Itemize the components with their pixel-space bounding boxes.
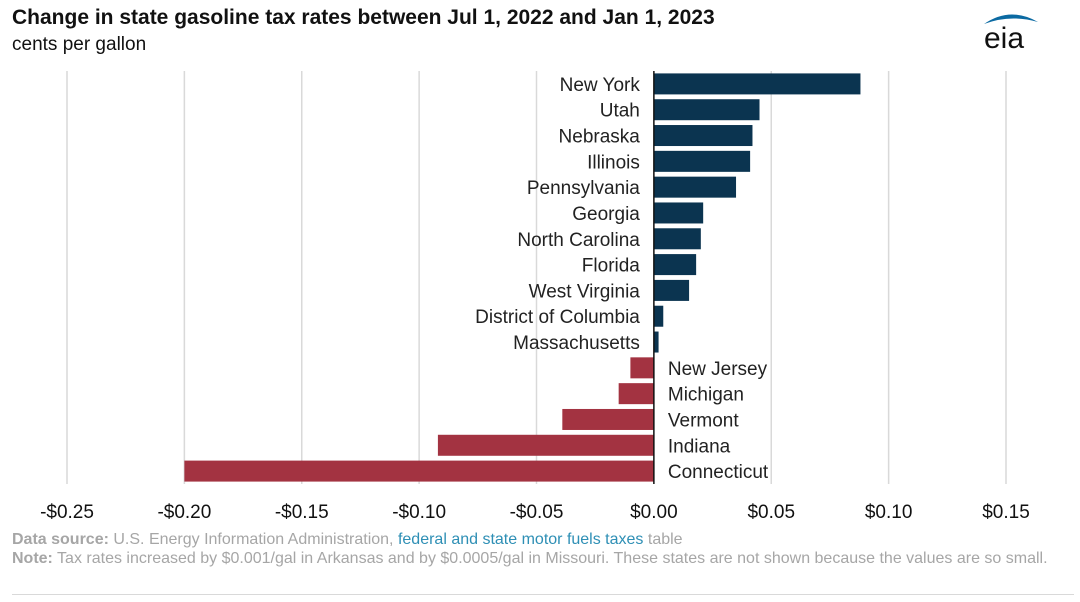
bar <box>653 176 737 198</box>
category-label: Connecticut <box>668 462 769 483</box>
logo-swoosh <box>984 14 1038 24</box>
x-tick-label: -$0.10 <box>392 502 446 523</box>
x-tick-label: $0.00 <box>630 502 678 523</box>
gridlines <box>66 71 1007 484</box>
data-source-line: Data source: U.S. Energy Information Adm… <box>12 530 1074 549</box>
note-text: Tax rates increased by $0.001/gal in Ark… <box>57 550 1048 567</box>
category-label: Illinois <box>587 152 640 173</box>
bar <box>653 99 760 121</box>
category-label: Michigan <box>668 385 744 406</box>
bar <box>653 150 751 172</box>
bar <box>653 73 861 95</box>
bars <box>184 73 861 482</box>
chart-footer: Data source: U.S. Energy Information Adm… <box>12 530 1074 568</box>
x-tick-label: -$0.25 <box>40 502 94 523</box>
bar <box>618 383 654 405</box>
bar <box>184 460 654 482</box>
x-tick-labels: -$0.25 -$0.20 -$0.15 -$0.10 -$0.05 $0.00 $0.05… <box>40 502 1030 523</box>
bar <box>562 408 654 430</box>
category-label: District of Columbia <box>475 307 640 328</box>
bar <box>630 357 654 379</box>
x-tick-label: $0.15 <box>982 502 1030 523</box>
bar <box>653 254 697 276</box>
chart-title: Change in state gasoline tax rates betwe… <box>12 6 715 29</box>
bar <box>653 202 704 224</box>
source-text: U.S. Energy Information Administration, <box>113 531 394 548</box>
x-tick-label: -$0.15 <box>275 502 329 523</box>
eia-logo: eia <box>984 14 1038 55</box>
bar <box>653 125 753 147</box>
category-label: Nebraska <box>559 127 641 148</box>
note-label: Note: <box>12 550 53 567</box>
category-label: Indiana <box>668 436 731 457</box>
x-tick-label: $0.10 <box>865 502 913 523</box>
category-label: Florida <box>582 256 641 277</box>
category-label: Georgia <box>572 204 640 225</box>
category-labels: New York Utah Nebraska Illinois Pennsylvania… <box>475 75 769 483</box>
source-link[interactable]: federal and state motor fuels taxes <box>397 531 644 548</box>
category-label: New Jersey <box>668 359 768 380</box>
category-label: Massachusetts <box>513 333 640 354</box>
logo-text: eia <box>984 22 1024 55</box>
x-tick-label: -$0.05 <box>510 502 564 523</box>
category-label: Utah <box>600 101 640 122</box>
bar <box>653 331 659 353</box>
note-line: Note: Tax rates increased by $0.001/gal … <box>12 549 1074 568</box>
category-label: Pennsylvania <box>527 178 640 199</box>
category-label: Vermont <box>668 410 739 431</box>
x-tick-label: $0.05 <box>747 502 795 523</box>
source-label: Data source: <box>12 531 109 548</box>
bar <box>437 434 654 456</box>
x-tick-label: -$0.20 <box>157 502 211 523</box>
category-label: North Carolina <box>517 230 640 251</box>
bar <box>653 305 664 327</box>
category-label: New York <box>560 75 641 96</box>
source-text-end: table <box>647 531 683 548</box>
footer-divider <box>12 594 1074 595</box>
bar <box>653 228 701 250</box>
bar <box>653 279 690 301</box>
chart-subtitle: cents per gallon <box>12 34 147 55</box>
bar-chart: New York Utah Nebraska Illinois Pennsylvania… <box>40 71 1030 523</box>
category-label: West Virginia <box>529 281 641 302</box>
